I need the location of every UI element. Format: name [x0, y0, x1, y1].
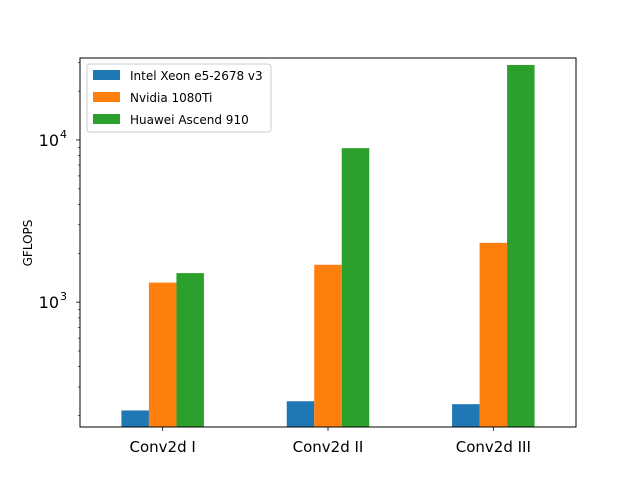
bar — [452, 404, 480, 427]
bar — [314, 264, 342, 427]
legend-swatch — [93, 114, 120, 124]
bar — [121, 410, 149, 427]
legend-label: Intel Xeon e5-2678 v3 — [130, 69, 263, 83]
y-axis-label: GFLOPS — [21, 220, 35, 267]
y-tick-exponent: 3 — [60, 290, 67, 303]
bar — [148, 282, 177, 427]
x-tick-label: Conv2d I — [130, 438, 196, 456]
y-tick-label: 10 — [39, 131, 59, 150]
bar — [479, 242, 508, 427]
x-tick-label: Conv2d II — [293, 438, 364, 456]
y-tick-label: 10 — [39, 293, 59, 312]
bar — [341, 148, 370, 427]
legend-box — [86, 63, 272, 133]
y-tick-exponent: 4 — [60, 128, 67, 141]
bar — [176, 273, 204, 427]
bar — [286, 401, 315, 427]
bars-group — [121, 64, 535, 427]
bar — [507, 64, 535, 427]
legend: Intel Xeon e5-2678 v3 Nvidia 1080Ti Huawei… — [86, 63, 272, 133]
legend-swatch — [93, 70, 120, 80]
x-axis-ticks: Conv2d I Conv2d II Conv2d III — [130, 427, 531, 456]
legend-label: Huawei Ascend 910 — [130, 113, 249, 127]
x-tick-label: Conv2d III — [456, 438, 531, 456]
legend-swatch — [93, 92, 120, 102]
legend-label: Nvidia 1080Ti — [130, 91, 212, 105]
